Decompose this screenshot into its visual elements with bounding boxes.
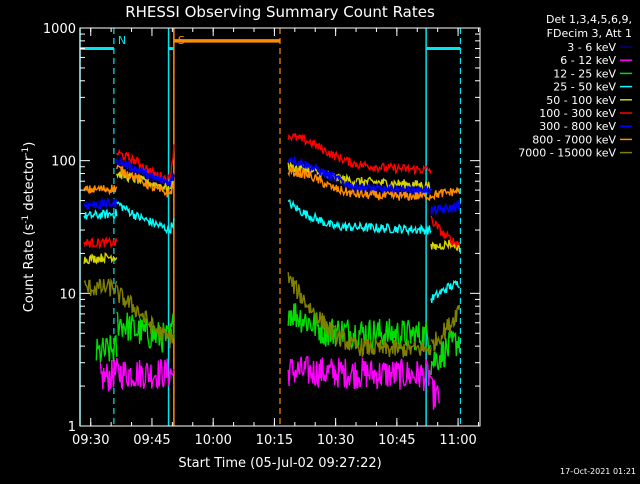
legend-label: 12 - 25 keV: [553, 67, 616, 80]
series-line: [83, 277, 118, 297]
series-line: [287, 199, 432, 237]
series-line: [116, 157, 175, 188]
legend-label: 25 - 50 keV: [553, 81, 616, 94]
chart-title: RHESSI Observing Summary Count Rates: [125, 3, 435, 21]
series-line: [83, 236, 118, 250]
x-tick-label: 11:00: [439, 433, 476, 448]
series-line: [83, 208, 118, 220]
region-flag: S: [178, 34, 185, 47]
series-line: [430, 330, 461, 375]
series-line: [116, 164, 175, 198]
legend-label: 6 - 12 keV: [560, 54, 616, 67]
series-line: [83, 252, 118, 265]
legend-label: 3 - 6 keV: [567, 41, 616, 54]
series-line: [287, 356, 432, 391]
series-line: [287, 156, 432, 197]
region-flag: N: [118, 34, 126, 47]
series-line: [430, 215, 461, 248]
legend-label: 300 - 800 keV: [539, 120, 616, 133]
x-tick-label: 09:45: [133, 433, 170, 448]
series-line: [430, 279, 460, 304]
series-line: [287, 164, 432, 202]
series-line: [83, 184, 118, 196]
y-axis-label-part: Count Rate (s: [22, 224, 37, 313]
y-tick-label: 1: [68, 420, 76, 435]
y-axis-label: Count Rate (s-1 detector-1): [21, 142, 37, 313]
y-axis-label-part: detector: [22, 155, 37, 215]
y-axis-label-sup: -1: [21, 215, 31, 224]
x-tick-label: 10:45: [378, 433, 415, 448]
x-tick-label: 10:00: [194, 433, 231, 448]
legend-header-line: FDecim 3, Att 1: [547, 27, 632, 40]
legend-label: 100 - 300 keV: [539, 107, 616, 120]
y-tick-label: 100: [51, 155, 76, 170]
series-line: [112, 357, 175, 391]
series-line: [116, 285, 175, 349]
legend-label: 800 - 7000 keV: [532, 133, 616, 146]
legend-label: 7000 - 15000 keV: [518, 147, 616, 160]
footer-date: 17-Oct-2021 01:21: [560, 467, 636, 476]
series-line: [287, 303, 432, 351]
series-line: [430, 199, 461, 217]
series-line: [83, 197, 118, 210]
legend-header-line: Det 1,3,4,5,6,9,: [546, 13, 632, 26]
series-line: [287, 161, 432, 191]
x-tick-label: 10:15: [256, 433, 293, 448]
x-tick-label: 10:30: [317, 433, 354, 448]
y-axis-label-sup: -1: [21, 147, 31, 156]
y-tick-label: 1000: [43, 22, 76, 37]
legend: Det 1,3,4,5,6,9, FDecim 3, Att 1 3 - 6 k…: [518, 13, 632, 160]
series-line: [430, 304, 461, 352]
y-tick-label: 10: [59, 287, 76, 302]
legend-label: 50 - 100 keV: [546, 94, 616, 107]
series-line: [99, 359, 114, 392]
series-line: [430, 239, 461, 253]
series-line: [95, 334, 118, 363]
series-line: [287, 272, 432, 359]
series-line: [287, 132, 432, 175]
x-axis-label: Start Time (05-Jul-02 09:27:22): [178, 456, 381, 471]
y-axis-label-part: ): [22, 142, 37, 147]
x-tick-label: 09:30: [72, 433, 109, 448]
series-line: [430, 376, 440, 410]
plot-frame: [79, 27, 481, 427]
series-line: [116, 201, 175, 235]
series-line: [430, 187, 461, 201]
